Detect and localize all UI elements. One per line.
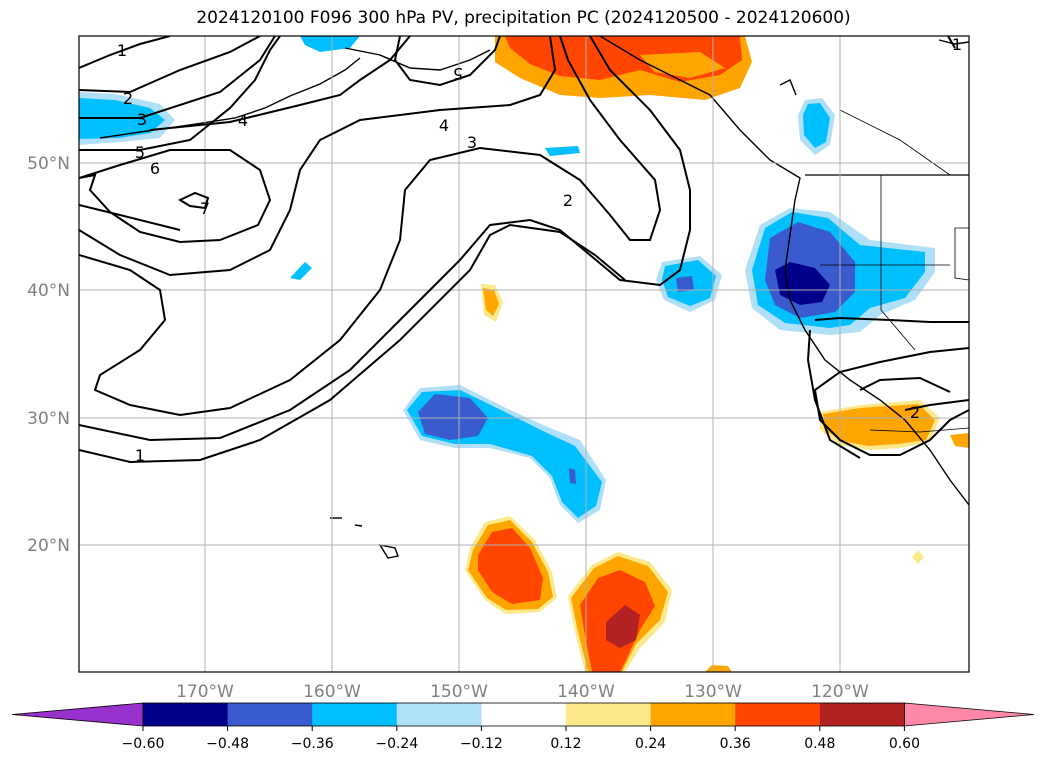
pv-contour-1 (79, 36, 171, 69)
colorbar-segment (566, 703, 652, 726)
contour-label: 2 (123, 89, 133, 108)
map-title: 2024120100 F096 300 hPa PV, precipitatio… (196, 8, 851, 28)
colorbar-tick-label: −0.60 (122, 736, 165, 752)
colorbar-tick-label: 0.24 (635, 736, 666, 752)
colorbar-segment (819, 703, 905, 726)
lon-label: 130°W (684, 682, 742, 702)
colorbar-segment (227, 703, 313, 726)
contour-label: 3 (467, 133, 477, 152)
contour-label: 1 (135, 446, 145, 465)
pv-contour-7 (177, 191, 210, 210)
pv-contour-6 (79, 149, 272, 244)
longitude-labels: 170°W 160°W 150°W 140°W 130°W 120°W (176, 682, 869, 702)
colorbar-tick-label: 0.12 (550, 736, 581, 752)
pv-contour-1b (79, 223, 626, 464)
colorbar-segment (735, 703, 821, 726)
graticule (79, 36, 969, 672)
map-frame (78, 35, 970, 673)
colorbar-tick-label: 0.36 (720, 736, 751, 752)
pv-contour-4 (149, 36, 411, 131)
colorbar-tick-label: 0.60 (889, 736, 920, 752)
contour-label: 7 (200, 199, 210, 218)
colorbar-tick-label: −0.48 (206, 736, 249, 752)
colorbar-segment (396, 703, 482, 726)
colorbar-tick-label: 0.48 (804, 736, 835, 752)
contour-label: 6 (150, 159, 160, 178)
colorbar-extend-low (11, 702, 144, 727)
colorbar-segment (143, 703, 229, 726)
pv-contour-3 (79, 36, 276, 119)
lon-label: 150°W (430, 682, 488, 702)
contour-label: 2 (563, 191, 573, 210)
contour-label: 2 (910, 403, 920, 422)
lat-label: 30°N (27, 409, 70, 429)
coastlines (99, 36, 969, 559)
lon-label: 120°W (811, 682, 869, 702)
contour-label: 5 (453, 64, 463, 83)
pv-contour-6b (79, 204, 181, 231)
pv-contour-5 (79, 36, 281, 151)
colorbar-frame (142, 702, 905, 727)
lon-label: 140°W (557, 682, 615, 702)
lon-label: 160°W (303, 682, 361, 702)
contour-label: 4 (238, 111, 248, 130)
latitude-labels: 50°N 40°N 30°N 20°N (27, 154, 70, 556)
colorbar-tick-label: −0.24 (375, 736, 418, 752)
colorbar-segment (650, 703, 736, 726)
contour-label: 1 (117, 41, 127, 60)
north-america-coast (599, 36, 969, 506)
contour-label: 5 (135, 143, 145, 162)
pv-contour-socal (814, 316, 969, 323)
lat-label: 40°N (27, 281, 70, 301)
colorbar-tick-label: −0.12 (460, 736, 503, 752)
pv-contour-outer (79, 36, 662, 417)
contour-label: 1 (952, 35, 962, 54)
colorbar: −0.60 −0.48 −0.36 −0.24 −0.12 0.12 0.24 0.36 0.4… (11, 702, 1035, 752)
colorbar-extend-high (904, 702, 1035, 727)
pv-contour-5b (79, 36, 557, 277)
lat-label: 20°N (27, 536, 70, 556)
pv-contour-2 (79, 36, 261, 94)
contour-labels: 1 2 3 4 5 6 7 1 2 3 4 2 1 5 (117, 35, 962, 465)
colorbar-tick-label: −0.36 (291, 736, 334, 752)
colorbar-segment (481, 703, 567, 726)
contour-label: 4 (439, 116, 449, 135)
contour-label: 3 (137, 110, 147, 129)
lon-label: 170°W (176, 682, 234, 702)
lat-label: 50°N (27, 154, 70, 174)
pv-contours (79, 36, 969, 464)
colorbar-segment (312, 703, 398, 726)
